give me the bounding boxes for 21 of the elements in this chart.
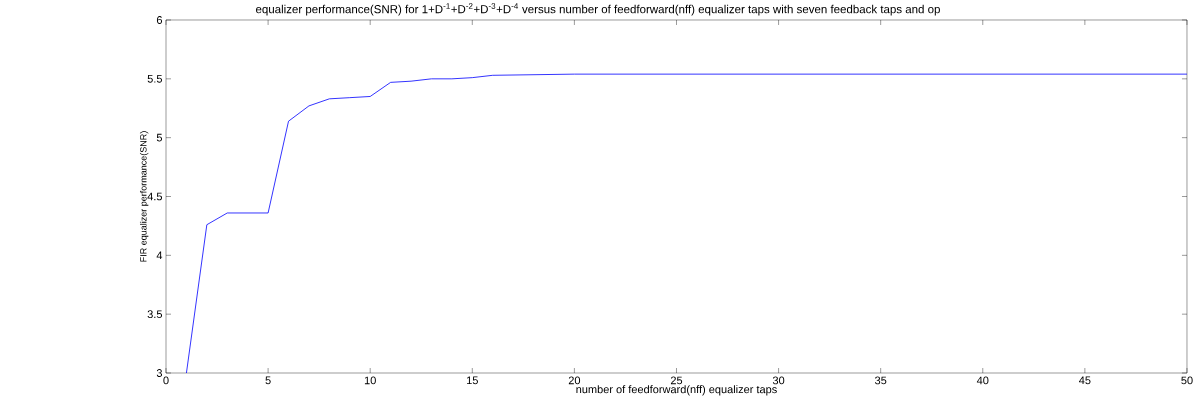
x-tick-label: 5: [265, 376, 271, 385]
x-tick-label: 40: [976, 376, 989, 385]
y-tick-label: 3: [156, 369, 162, 377]
y-tick-label: 5.5: [147, 75, 163, 83]
x-tick-label: 20: [568, 376, 581, 385]
y-tick-label: 3.5: [147, 310, 163, 319]
x-tick-label: 35: [874, 376, 887, 385]
y-tick-label: 5: [156, 133, 163, 142]
x-tick-label: 0: [163, 376, 169, 385]
x-tick-label: 25: [670, 376, 683, 385]
y-tick-label: 6: [156, 16, 162, 24]
y-tick-label: 4: [156, 251, 163, 260]
x-tick-label: 30: [772, 376, 785, 385]
y-axis-title: FIR equalizer performance(SNR): [139, 131, 149, 262]
chart-title: equalizer performance(SNR) for 1+D$^{-1}$+D$^{-2}$+D$^{-3}$+D$^{-4}$ versus number of feedforward(nff) equalizer taps with seven feedback taps and op: [256, 3, 940, 16]
x-tick-label: 45: [1079, 376, 1091, 385]
x-tick-label: 15: [467, 376, 478, 385]
x-tick-label: 10: [364, 376, 376, 385]
x-axis-title: number of feedforward(nff) equalizer taps: [576, 385, 777, 396]
x-tick-label: 50: [1181, 376, 1193, 385]
y-tick-label: 4.5: [147, 192, 163, 201]
